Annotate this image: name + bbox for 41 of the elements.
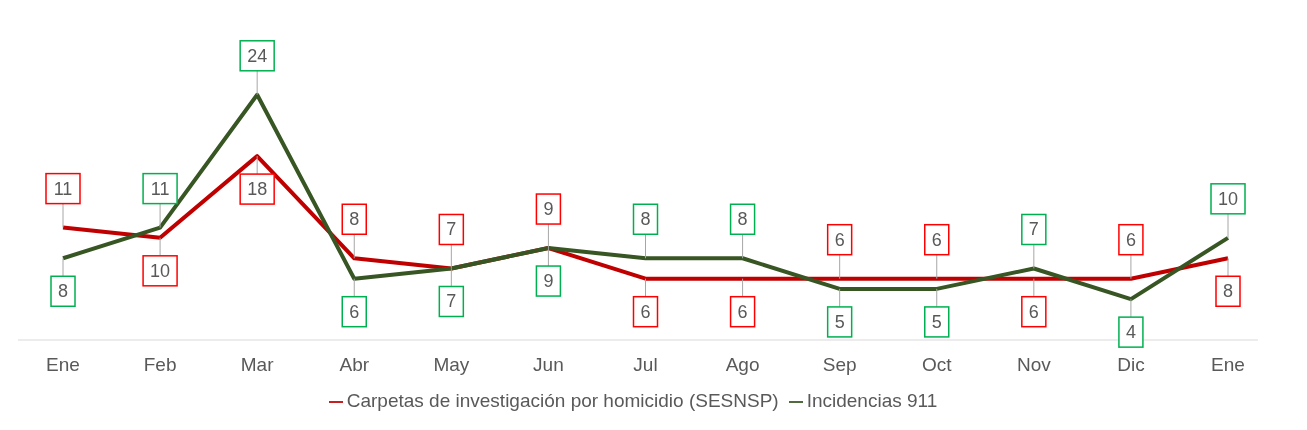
- x-tick-label: Mar: [240, 354, 275, 376]
- data-label: 7: [446, 291, 457, 312]
- x-tick-label: Ene: [46, 354, 80, 376]
- data-label: 24: [247, 45, 268, 66]
- x-tick-label: Abr: [339, 354, 370, 376]
- legend-label: Incidencias 911: [806, 390, 938, 411]
- x-tick-label: Jun: [533, 354, 564, 376]
- data-label: 8: [57, 281, 69, 302]
- x-tick-label: Dic: [1117, 354, 1145, 376]
- x-tick-label: Oct: [921, 354, 953, 376]
- data-label: 6: [737, 301, 748, 322]
- data-label: 8: [1222, 281, 1234, 302]
- data-label: 11: [53, 178, 73, 199]
- data-label: 6: [640, 301, 651, 322]
- data-label: 5: [834, 311, 845, 332]
- data-label: 6: [834, 229, 845, 250]
- data-label: 5: [931, 311, 942, 332]
- x-tick-label: Nov: [1016, 354, 1052, 376]
- data-label: 10: [1217, 188, 1239, 209]
- data-label: 6: [1125, 229, 1136, 250]
- data-label: 9: [543, 199, 554, 220]
- data-label: 7: [1028, 219, 1039, 240]
- data-label: 4: [1125, 322, 1136, 343]
- data-label: 6: [1028, 301, 1039, 322]
- x-tick-label: Sep: [822, 354, 857, 376]
- x-tick-label: Feb: [143, 354, 177, 376]
- x-tick-label: May: [433, 354, 470, 376]
- data-label: 6: [349, 301, 360, 322]
- data-label: 8: [349, 209, 360, 230]
- data-label: 8: [737, 209, 748, 230]
- data-label: 8: [640, 209, 651, 230]
- legend-label: Carpetas de investigación por homicidio (SESNSP): [346, 390, 779, 411]
- x-tick-label: Jul: [633, 354, 658, 376]
- x-tick-label: Ene: [1211, 354, 1245, 376]
- data-label: 7: [446, 219, 457, 240]
- data-label: 9: [543, 271, 554, 292]
- data-label: 6: [931, 229, 942, 250]
- x-tick-label: Ago: [725, 354, 760, 376]
- data-label: 18: [247, 179, 268, 200]
- data-label: 11: [150, 178, 170, 199]
- data-label: 10: [150, 260, 171, 281]
